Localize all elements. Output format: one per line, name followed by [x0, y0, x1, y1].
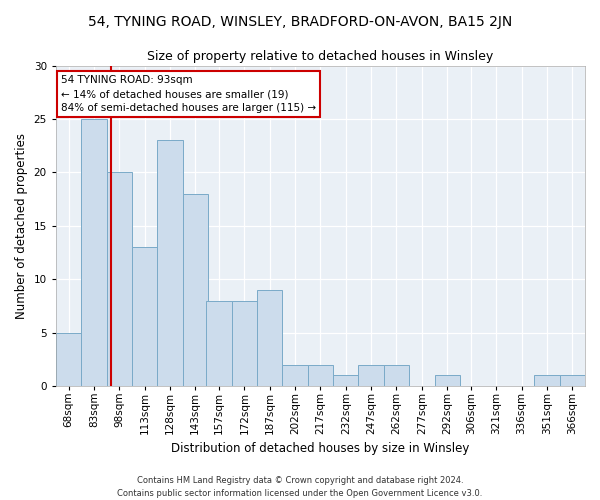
Bar [182, 194, 208, 386]
Bar [560, 376, 585, 386]
Title: Size of property relative to detached houses in Winsley: Size of property relative to detached ho… [147, 50, 494, 63]
Text: Contains HM Land Registry data © Crown copyright and database right 2024.
Contai: Contains HM Land Registry data © Crown c… [118, 476, 482, 498]
Bar [107, 172, 132, 386]
Bar [81, 119, 107, 386]
Bar [384, 364, 409, 386]
Y-axis label: Number of detached properties: Number of detached properties [15, 133, 28, 319]
Bar [257, 290, 283, 386]
Bar [283, 364, 308, 386]
Bar [157, 140, 182, 386]
Bar [333, 376, 358, 386]
Bar [132, 247, 157, 386]
Bar [232, 300, 257, 386]
Bar [534, 376, 560, 386]
Bar [206, 300, 232, 386]
X-axis label: Distribution of detached houses by size in Winsley: Distribution of detached houses by size … [171, 442, 470, 455]
Text: 54, TYNING ROAD, WINSLEY, BRADFORD-ON-AVON, BA15 2JN: 54, TYNING ROAD, WINSLEY, BRADFORD-ON-AV… [88, 15, 512, 29]
Bar [308, 364, 333, 386]
Bar [434, 376, 460, 386]
Text: 54 TYNING ROAD: 93sqm
← 14% of detached houses are smaller (19)
84% of semi-deta: 54 TYNING ROAD: 93sqm ← 14% of detached … [61, 75, 316, 113]
Bar [358, 364, 384, 386]
Bar [56, 332, 81, 386]
